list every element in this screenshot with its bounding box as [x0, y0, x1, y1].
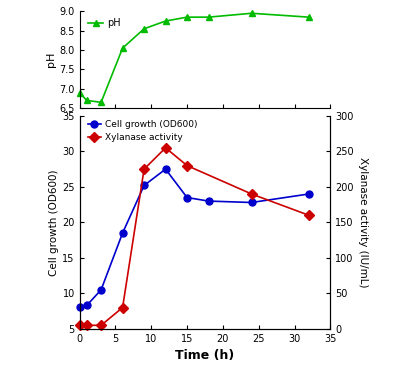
Legend: pH: pH [84, 14, 124, 32]
X-axis label: Time (h): Time (h) [176, 349, 234, 362]
Legend: Cell growth (OD600), Xylanase activity: Cell growth (OD600), Xylanase activity [84, 116, 201, 146]
Y-axis label: Xylanase activity (IU/mL): Xylanase activity (IU/mL) [358, 157, 368, 288]
Y-axis label: pH: pH [47, 52, 57, 67]
Y-axis label: Cell growth (OD600): Cell growth (OD600) [49, 169, 59, 276]
